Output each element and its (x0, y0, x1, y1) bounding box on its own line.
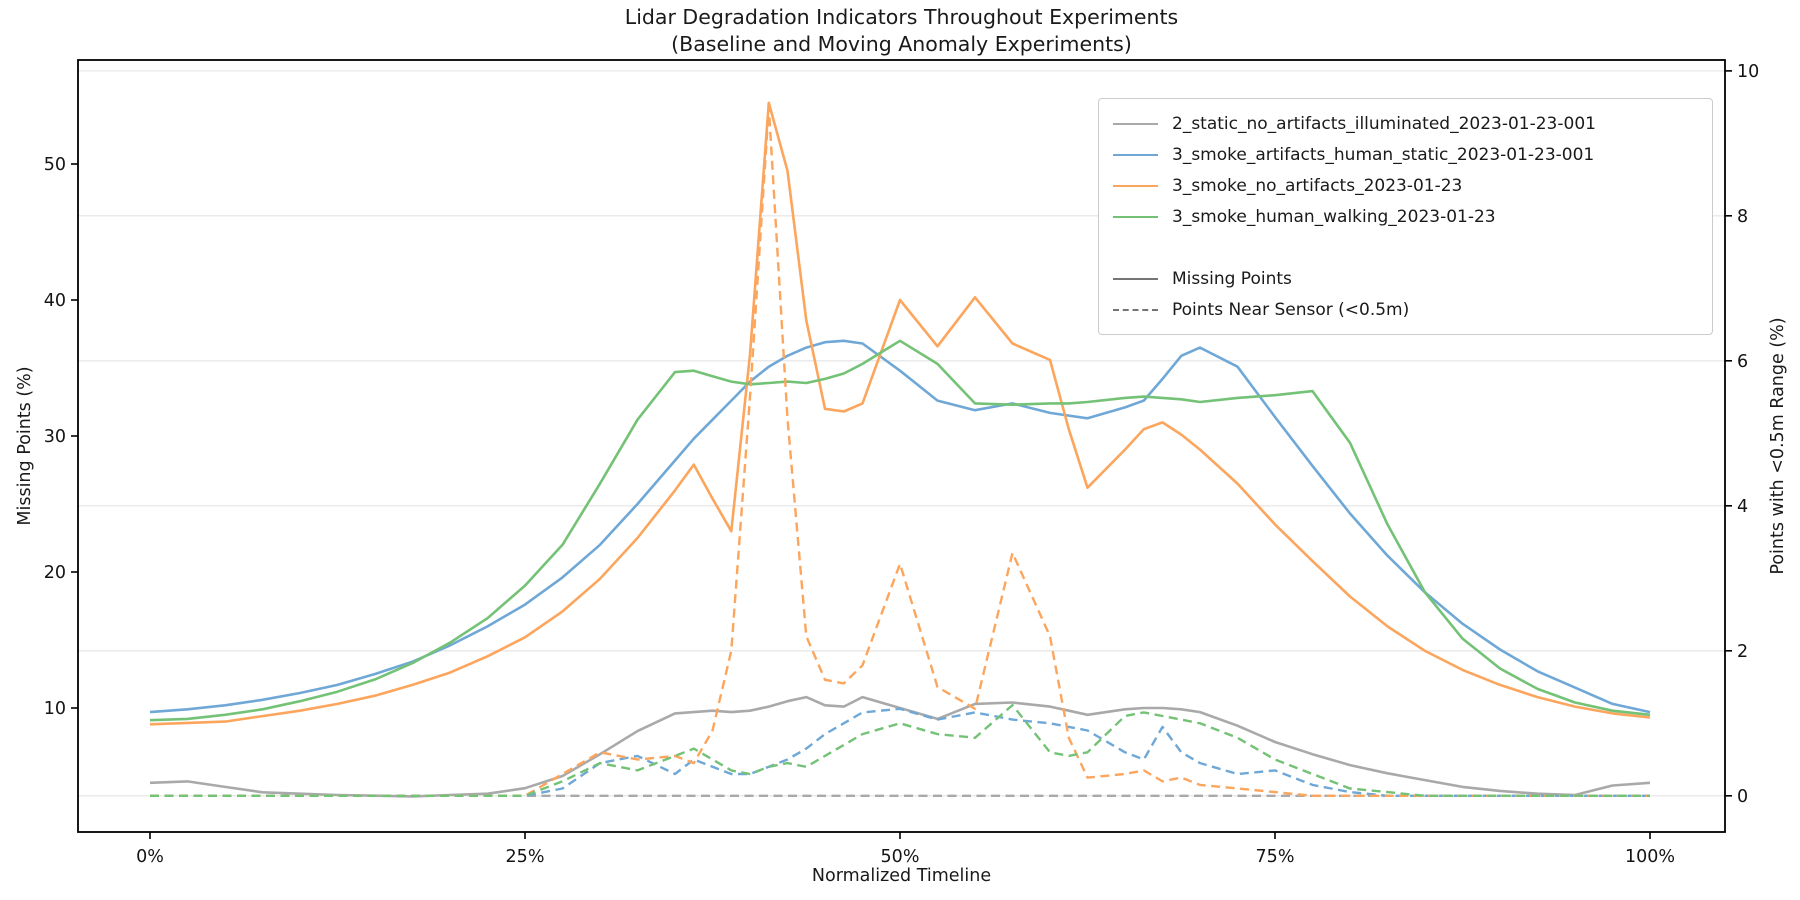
legend-series-1-label: 3_smoke_artifacts_human_static_2023-01-2… (1172, 144, 1595, 165)
legend-style-1: Points Near Sensor (<0.5m) (1113, 294, 1698, 325)
missing-points-line-2 (149, 101, 1651, 726)
x-tick-label-50%: 50% (881, 847, 920, 867)
x-tick-label-0%: 0% (136, 847, 164, 867)
legend-style-0-label: Missing Points (1172, 268, 1292, 289)
legend-style-1-label: Points Near Sensor (<0.5m) (1172, 299, 1410, 320)
chart-title-block: Lidar Degradation Indicators Throughout … (78, 4, 1725, 58)
near-sensor-line-3 (150, 703, 1650, 797)
legend-series-1: 3_smoke_artifacts_human_static_2023-01-2… (1113, 139, 1698, 170)
legend-series-3: 3_smoke_human_walking_2023-01-23 (1113, 201, 1698, 232)
y-axis-label-right: Points with <0.5m Range (%) (1768, 317, 1788, 575)
missing-points-line-1 (149, 339, 1651, 714)
chart-title: Lidar Degradation Indicators Throughout … (624, 5, 1179, 29)
missing-points-line-0 (149, 695, 1651, 798)
legend-style-0-swatch (1113, 277, 1158, 280)
legend-series-3-label: 3_smoke_human_walking_2023-01-23 (1172, 206, 1496, 227)
y-left-tick-label-30: 30 (44, 427, 66, 447)
legend-spacer (1113, 232, 1698, 263)
y-left-tick-label-40: 40 (44, 291, 66, 311)
y-right-tick-label-8: 8 (1737, 207, 1748, 227)
legend-series-3-swatch (1113, 215, 1158, 218)
legend-series-2-label: 3_smoke_no_artifacts_2023-01-23 (1172, 175, 1463, 196)
y-axis-label-left: Missing Points (%) (15, 366, 35, 526)
legend-series-2: 3_smoke_no_artifacts_2023-01-23 (1113, 170, 1698, 201)
near-sensor-line-2 (150, 105, 1650, 797)
legend-style-1-swatch (1113, 308, 1158, 311)
chart-subtitle: (Baseline and Moving Anomaly Experiments… (671, 32, 1132, 56)
near-sensor-line-1 (150, 707, 1650, 797)
legend-series-2-swatch (1113, 184, 1158, 187)
y-left-tick-label-10: 10 (44, 699, 66, 719)
y-left-tick-label-50: 50 (44, 155, 66, 175)
missing-points-line-3 (149, 339, 1651, 722)
x-tick-label-75%: 75% (1256, 847, 1295, 867)
legend-series-0-swatch (1113, 122, 1158, 125)
legend: 2_static_no_artifacts_illuminated_2023-0… (1098, 98, 1713, 335)
legend-series-0: 2_static_no_artifacts_illuminated_2023-0… (1113, 108, 1698, 139)
legend-series-0-label: 2_static_no_artifacts_illuminated_2023-0… (1172, 113, 1596, 134)
y-right-tick-label-6: 6 (1737, 352, 1748, 372)
y-right-tick-label-4: 4 (1737, 497, 1748, 517)
y-right-tick-label-2: 2 (1737, 642, 1748, 662)
legend-style-0: Missing Points (1113, 263, 1698, 294)
x-tick-label-25%: 25% (506, 847, 545, 867)
x-axis-label: Normalized Timeline (811, 866, 992, 886)
plot-frame (77, 59, 1726, 833)
y-left-tick-label-20: 20 (44, 563, 66, 583)
x-tick-label-100%: 100% (1625, 847, 1675, 867)
legend-series-1-swatch (1113, 153, 1158, 156)
y-right-tick-label-10: 10 (1737, 62, 1759, 82)
y-right-tick-label-0: 0 (1737, 787, 1748, 807)
